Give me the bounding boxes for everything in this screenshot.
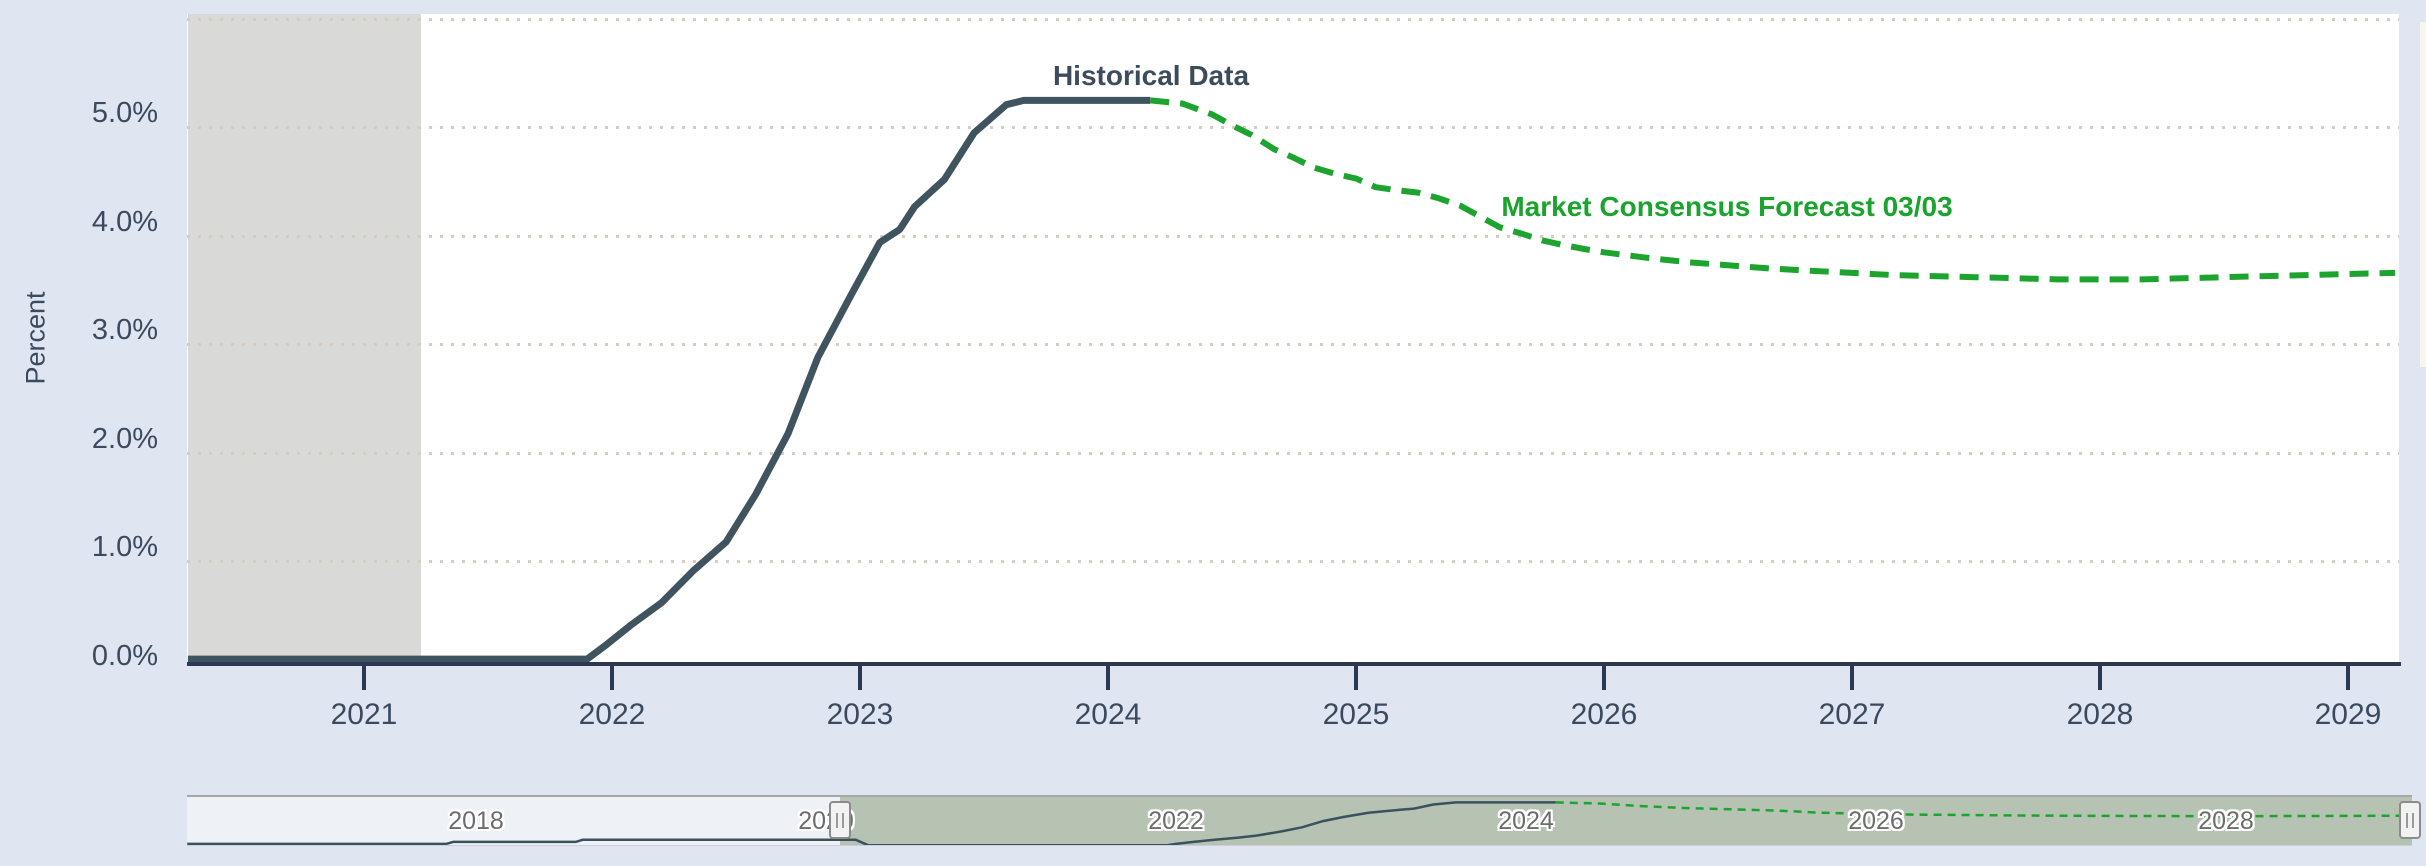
x-tick-label: 2028 xyxy=(2066,698,2134,731)
navigator-left-handle[interactable] xyxy=(829,801,851,839)
navigator-forecast-line xyxy=(1555,801,2410,818)
handle-grip-bar xyxy=(2405,812,2408,828)
y-tick-label: 3.0% xyxy=(91,314,158,346)
y-tick-label: 2.0% xyxy=(91,422,158,455)
navigator-year-label: 2022 xyxy=(1148,807,1204,835)
x-tick-mark xyxy=(1354,666,1358,690)
x-tick-mark xyxy=(858,666,862,690)
x-tick-label: 2026 xyxy=(1570,698,1638,731)
right-edge-clipped-panel xyxy=(2420,22,2426,367)
x-tick-label: 2022 xyxy=(578,698,646,731)
navigator-year-label: 2028 xyxy=(2198,807,2254,835)
x-tick-label: 2024 xyxy=(1074,698,1142,731)
x-tick-label: 2027 xyxy=(1818,698,1886,731)
plot-area[interactable] xyxy=(187,14,2399,664)
y-tick-label: 5.0% xyxy=(91,97,158,129)
x-tick-label: 2029 xyxy=(2314,698,2382,731)
y-tick-label: 4.0% xyxy=(91,205,158,238)
forecast-line xyxy=(1149,97,2396,283)
handle-grip-bar xyxy=(836,812,838,828)
x-axis-line xyxy=(187,662,2401,666)
rate-chart-svg xyxy=(187,96,2396,663)
y-tick-label: 0.0% xyxy=(91,639,158,672)
historical-line xyxy=(187,96,1151,663)
gridline xyxy=(187,126,2399,129)
gridline xyxy=(187,560,2399,563)
x-tick-label: 2021 xyxy=(330,698,398,731)
navigator-year-label: 2024 xyxy=(1498,807,1554,835)
navigator-series-svg xyxy=(187,801,2410,845)
historical-series-label: Historical Data xyxy=(1052,60,1250,91)
x-tick-mark xyxy=(1602,666,1606,690)
gridline xyxy=(187,343,2399,346)
x-tick-mark xyxy=(1850,666,1854,690)
x-tick-mark xyxy=(2098,666,2102,690)
navigator-year-label: 2018 xyxy=(448,807,504,835)
x-tick-mark xyxy=(1106,666,1110,690)
gridline xyxy=(187,234,2399,238)
x-tick-mark xyxy=(2346,666,2350,690)
handle-grip-bar xyxy=(842,812,844,828)
x-tick-label: 2023 xyxy=(826,698,894,731)
forecast-series-label: Market Consensus Forecast 03/03 xyxy=(1501,191,1953,222)
range-navigator[interactable]: 2018 2020 2022 2024 2026 2028 xyxy=(187,795,2412,846)
gridline xyxy=(187,451,2399,455)
handle-grip-bar xyxy=(2411,812,2414,828)
y-tick-label: 1.0% xyxy=(91,531,158,563)
navigator-year-label: 2026 xyxy=(1848,807,1904,835)
gridline xyxy=(187,17,2399,21)
navigator-right-handle[interactable] xyxy=(2398,801,2421,839)
navigator-historical-line xyxy=(187,801,1556,845)
x-tick-mark xyxy=(362,666,366,690)
x-tick-mark xyxy=(610,666,614,690)
gray-plot-band xyxy=(187,14,422,664)
x-tick-label: 2025 xyxy=(1322,698,1390,731)
